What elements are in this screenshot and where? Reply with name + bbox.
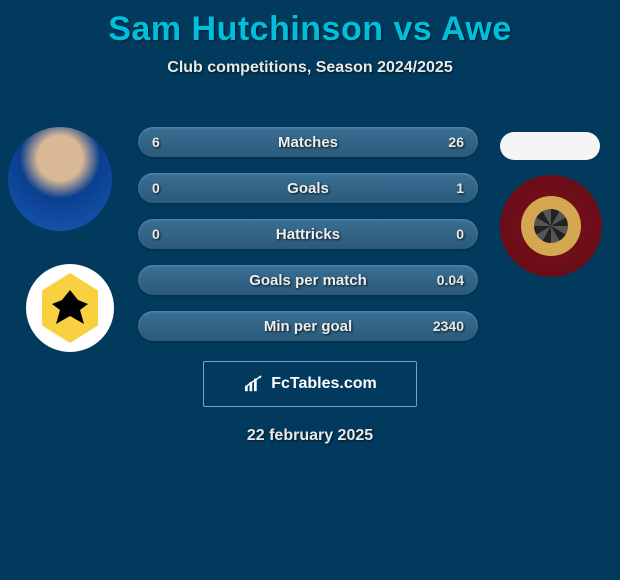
stat-rows: 6 Matches 26 0 Goals 1 0 Hattricks 0 Goa… [138, 127, 478, 357]
club-badge-right-inner [521, 196, 581, 256]
stats-area: 6 Matches 26 0 Goals 1 0 Hattricks 0 Goa… [0, 107, 620, 357]
stat-label: Goals per match [138, 272, 478, 289]
club-badge-left-shield [35, 273, 105, 343]
stat-row-matches: 6 Matches 26 [138, 127, 478, 157]
branding-box: FcTables.com [203, 361, 417, 407]
stat-row-hattricks: 0 Hattricks 0 [138, 219, 478, 249]
subtitle: Club competitions, Season 2024/2025 [0, 59, 620, 77]
chart-icon [243, 375, 265, 393]
comparison-card: Sam Hutchinson vs Awe Club competitions,… [0, 0, 620, 445]
stat-left-value: 0 [152, 226, 160, 242]
player-left-avatar [8, 127, 112, 231]
stat-right-value: 1 [456, 180, 464, 196]
date-label: 22 february 2025 [0, 427, 620, 445]
stat-right-value: 26 [448, 134, 464, 150]
stat-right-value: 2340 [433, 318, 464, 334]
player-right-placeholder [500, 132, 600, 160]
stat-row-goals-per-match: Goals per match 0.04 [138, 265, 478, 295]
stat-right-value: 0 [456, 226, 464, 242]
stat-label: Min per goal [138, 318, 478, 335]
stat-label: Goals [138, 180, 478, 197]
club-badge-left [26, 264, 114, 352]
stat-right-value: 0.04 [437, 272, 464, 288]
eagle-icon [50, 288, 90, 328]
branding-label: FcTables.com [271, 375, 377, 393]
stat-row-goals: 0 Goals 1 [138, 173, 478, 203]
stat-left-value: 0 [152, 180, 160, 196]
stat-left-value: 6 [152, 134, 160, 150]
football-icon [534, 209, 568, 243]
stat-row-min-per-goal: Min per goal 2340 [138, 311, 478, 341]
stat-label: Matches [138, 134, 478, 151]
page-title: Sam Hutchinson vs Awe [0, 10, 620, 49]
club-badge-right [500, 175, 602, 277]
stat-label: Hattricks [138, 226, 478, 243]
